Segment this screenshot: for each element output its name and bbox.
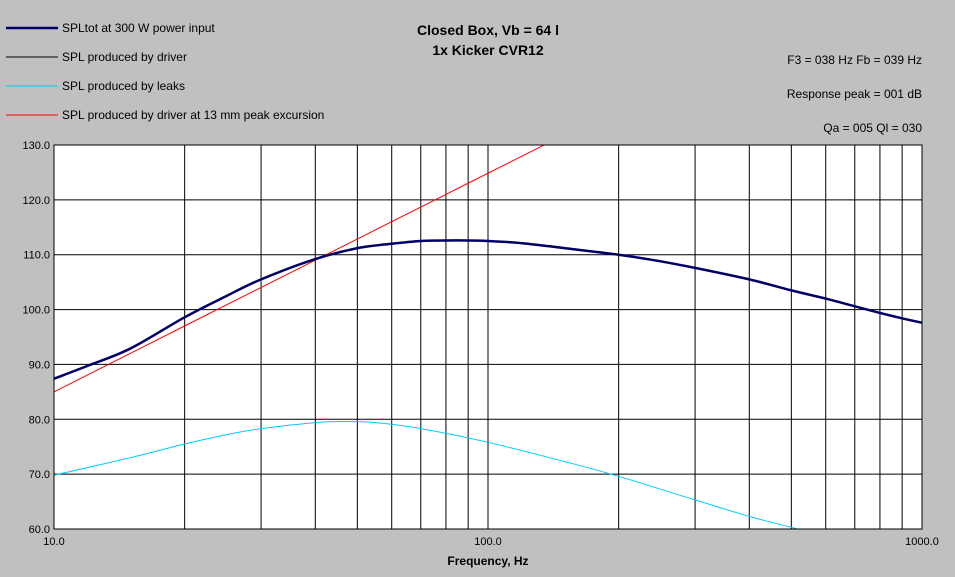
legend-label: SPLtot at 300 W power input xyxy=(62,21,215,35)
series-line-0 xyxy=(54,239,922,380)
y-tick-label: 90.0 xyxy=(29,359,50,371)
y-tick-label: 100.0 xyxy=(22,305,50,317)
y-tick-label: 80.0 xyxy=(29,414,50,426)
legend-label: SPL produced by leaks xyxy=(62,79,185,93)
legend: SPLtot at 300 W power input SPL produced … xyxy=(6,21,324,122)
y-tick-label: 110.0 xyxy=(23,250,50,262)
y-tick-labels: 60.0 70.0 80.0 90.0 100.0 110.0 120.0 130.0 xyxy=(22,140,50,536)
series-line-2 xyxy=(54,420,799,529)
legend-label: SPL produced by driver xyxy=(62,50,187,64)
chart-subtitle: 1x Kicker CVR12 xyxy=(432,42,544,58)
grid-lines xyxy=(54,145,922,529)
y-tick-label: 60.0 xyxy=(29,524,50,536)
info-panel: F3 = 038 Hz Fb = 039 Hz Response peak = 0… xyxy=(787,53,922,135)
chart-title: Closed Box, Vb = 64 l xyxy=(417,22,559,38)
y-tick-label: 130.0 xyxy=(22,140,50,152)
info-line: Response peak = 001 dB xyxy=(787,87,922,101)
x-tick-label: 10.0 xyxy=(43,536,64,548)
series-layer xyxy=(54,145,922,529)
y-tick-label: 120.0 xyxy=(22,195,50,207)
plot-border xyxy=(53,144,923,530)
x-tick-label: 100.0 xyxy=(474,536,502,548)
x-tick-labels: 10.0 100.0 1000.0 xyxy=(43,536,939,548)
info-line: Qa = 005 Ql = 030 xyxy=(823,121,922,135)
info-line: F3 = 038 Hz Fb = 039 Hz xyxy=(787,53,922,67)
x-tick-label: 1000.0 xyxy=(905,536,939,548)
legend-label: SPL produced by driver at 13 mm peak exc… xyxy=(62,108,324,122)
y-tick-label: 70.0 xyxy=(29,469,50,481)
x-axis-title: Frequency, Hz xyxy=(447,554,528,568)
